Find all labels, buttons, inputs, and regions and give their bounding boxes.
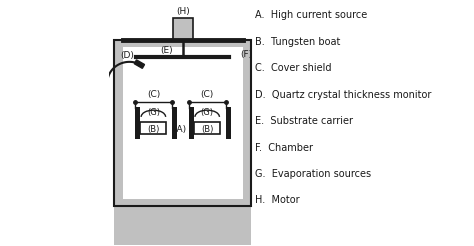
Bar xyxy=(172,107,177,139)
Text: H.  Motor: H. Motor xyxy=(255,195,300,205)
Text: (C): (C) xyxy=(201,90,214,99)
Bar xyxy=(226,107,231,139)
Bar xyxy=(140,122,166,134)
Text: (E): (E) xyxy=(161,46,173,55)
Text: (B): (B) xyxy=(147,125,160,134)
Bar xyxy=(173,18,192,40)
Text: (A): (A) xyxy=(174,125,187,134)
Text: (C): (C) xyxy=(147,90,160,99)
Text: A.  High current source: A. High current source xyxy=(255,11,367,20)
Polygon shape xyxy=(134,60,145,68)
Bar xyxy=(194,122,220,134)
Bar xyxy=(114,206,251,245)
Text: D.  Quartz crystal thickness monitor: D. Quartz crystal thickness monitor xyxy=(255,90,431,100)
Text: F.  Chamber: F. Chamber xyxy=(255,143,313,153)
Text: (D): (D) xyxy=(120,51,134,60)
Bar xyxy=(123,47,243,199)
Text: C.  Cover shield: C. Cover shield xyxy=(255,63,331,73)
Text: (B): (B) xyxy=(201,125,213,134)
Text: (G): (G) xyxy=(147,108,160,117)
Text: B.  Tungsten boat: B. Tungsten boat xyxy=(255,37,340,47)
Bar xyxy=(114,40,251,206)
Text: (F): (F) xyxy=(240,50,252,59)
Text: (G): (G) xyxy=(201,108,214,117)
Bar xyxy=(189,107,194,139)
Text: (H): (H) xyxy=(176,7,190,16)
Bar xyxy=(135,107,140,139)
Text: G.  Evaporation sources: G. Evaporation sources xyxy=(255,169,371,179)
Text: E.  Substrate carrier: E. Substrate carrier xyxy=(255,116,353,126)
